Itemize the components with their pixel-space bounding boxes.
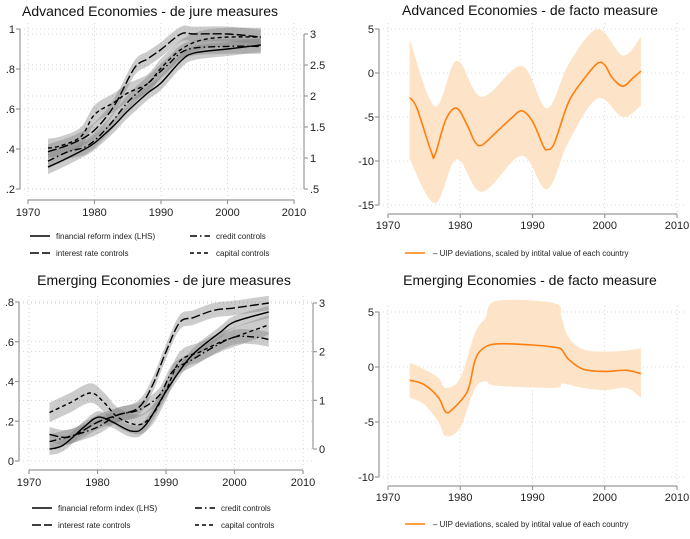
legend-label: interest rate controls (56, 249, 128, 258)
y-right-tick-label: 3 (310, 29, 316, 41)
y-tick-label: -10 (358, 472, 374, 484)
x-tick-label: 2010 (665, 220, 689, 232)
y-right-tick-label: 2 (310, 91, 316, 103)
y-tick-label: 1 (9, 24, 15, 36)
y-right-tick-label: 1 (310, 153, 316, 165)
legend-label: credit controls (216, 232, 266, 241)
x-tick-label: 1990 (149, 207, 173, 219)
x-tick-label: 1990 (520, 220, 544, 232)
x-tick-label: 2010 (665, 492, 689, 504)
x-tick-label: 1980 (448, 492, 472, 504)
y-right-tick-label: 1 (319, 395, 325, 407)
x-tick-label: 2010 (282, 207, 306, 219)
x-tick-label: 1990 (520, 492, 544, 504)
legend-label: capital controls (216, 249, 269, 258)
legend-label: credit controls (221, 504, 271, 513)
y-tick-label: .8 (5, 297, 14, 309)
legend-label: – UIP deviations, scaled by intital valu… (433, 520, 629, 529)
x-tick-label: 2000 (593, 492, 617, 504)
confidence-band (409, 28, 641, 204)
series-line (409, 342, 642, 414)
y-tick-label: -15 (358, 200, 374, 212)
panel-title: Advanced Economies - de jure measures (22, 3, 278, 19)
confidence-band (48, 25, 261, 160)
x-tick-label: 1980 (85, 477, 109, 489)
y-tick-label: .4 (6, 144, 15, 156)
panel-emerging-de-jure: Emerging Economies - de jure measures 0.… (5, 272, 325, 530)
y-tick-label: .6 (6, 104, 15, 116)
legend-label: interest rate controls (58, 521, 130, 530)
x-tick-label: 2010 (291, 477, 315, 489)
y-right-tick-label: .5 (310, 184, 319, 196)
series-line (49, 311, 269, 450)
y-right-tick-label: 2.5 (310, 60, 325, 72)
confidence-band (409, 299, 641, 437)
confidence-band (48, 38, 261, 174)
series-line (47, 45, 261, 162)
y-tick-label: .2 (6, 184, 15, 196)
legend-label: – UIP deviations, scaled by intital valu… (433, 249, 629, 258)
series-line (47, 32, 261, 153)
y-tick-label: 5 (368, 24, 374, 36)
y-tick-label: 0 (8, 456, 14, 468)
x-tick-label: 1970 (376, 220, 400, 232)
y-right-tick-label: 1.5 (310, 122, 325, 134)
panel-title: Advanced Economies - de facto measure (402, 2, 658, 18)
x-tick-label: 2000 (222, 477, 246, 489)
series-line (49, 302, 269, 439)
y-tick-label: -10 (358, 156, 374, 168)
x-tick-label: 1990 (154, 477, 178, 489)
series-line (409, 61, 642, 160)
series-line (49, 324, 270, 426)
panel-title: Emerging Economies - de facto measure (403, 272, 657, 288)
x-tick-label: 2000 (593, 220, 617, 232)
panel-advanced-de-facto: Advanced Economies - de facto measure -1… (358, 2, 689, 258)
y-tick-label: 0 (368, 362, 374, 374)
y-tick-label: -5 (364, 112, 374, 124)
panel-advanced-de-jure: Advanced Economies - de jure measures .2… (6, 3, 325, 258)
legend-label: financial reform index (LHS) (58, 504, 157, 513)
x-tick-label: 1980 (448, 220, 472, 232)
panel-title: Emerging Economies - de jure measures (37, 272, 291, 288)
legend-label: financial reform index (LHS) (56, 232, 155, 241)
y-right-tick-label: 2 (319, 347, 325, 359)
y-right-tick-label: 3 (319, 298, 325, 310)
y-tick-label: .8 (6, 64, 15, 76)
y-tick-label: .4 (5, 377, 14, 389)
x-tick-label: 1980 (82, 207, 106, 219)
x-tick-label: 1970 (16, 207, 40, 219)
x-tick-label: 1970 (17, 477, 41, 489)
legend-label: capital controls (221, 521, 274, 530)
panel-emerging-de-facto: Emerging Economies - de facto measure -1… (358, 272, 689, 529)
y-right-tick-label: 0 (319, 444, 325, 456)
y-tick-label: -5 (364, 417, 374, 429)
y-tick-label: .6 (5, 337, 14, 349)
series-line (47, 44, 261, 168)
y-tick-label: .2 (5, 416, 14, 428)
confidence-band (48, 27, 261, 158)
x-tick-label: 2000 (215, 207, 239, 219)
series-line (49, 335, 269, 443)
x-tick-label: 1970 (376, 492, 400, 504)
y-tick-label: 0 (368, 68, 374, 80)
y-tick-label: 5 (368, 307, 374, 319)
confidence-band (48, 38, 261, 169)
